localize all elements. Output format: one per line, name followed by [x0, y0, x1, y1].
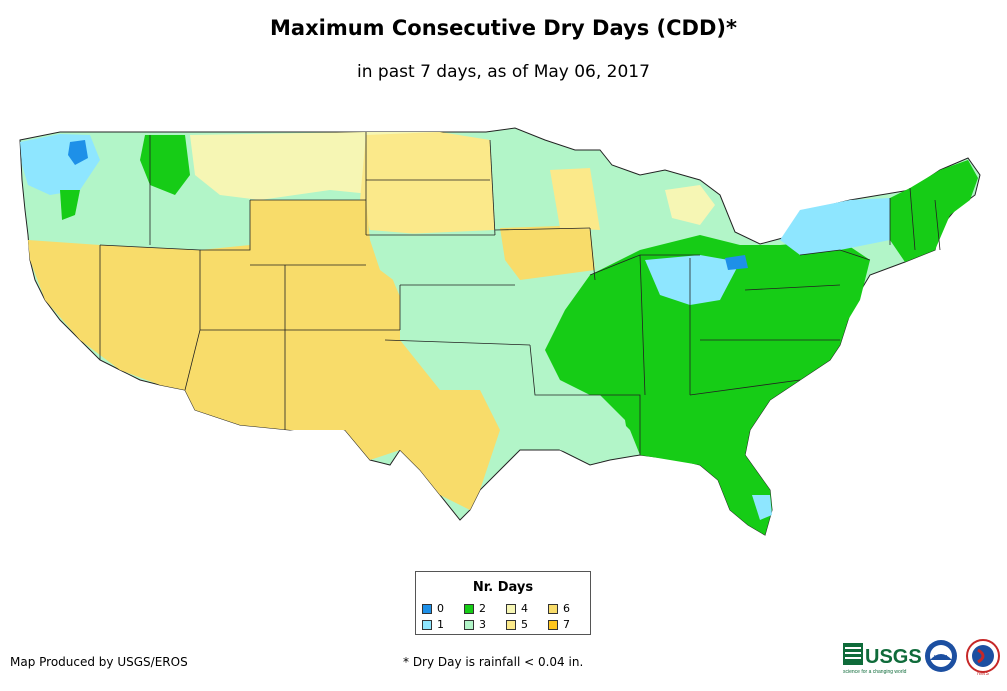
footnote-text: * Dry Day is rainfall < 0.04 in. — [403, 655, 584, 669]
legend-label: 7 — [563, 618, 570, 631]
legend-swatch — [422, 619, 432, 630]
noaa-logo: NOAA — [925, 640, 957, 672]
legend-swatch — [506, 603, 516, 614]
legend-label: 3 — [479, 618, 486, 631]
legend-item-5: 5 — [506, 618, 528, 631]
legend-swatch — [506, 619, 516, 630]
legend-swatch — [422, 603, 432, 614]
region-idaho-2day — [60, 190, 80, 220]
agency-logos: USGS science for a changing world NOAA N… — [843, 639, 1000, 677]
us-map — [19, 127, 981, 536]
region-southeast-2day — [545, 235, 870, 535]
nws-logo-text: NWS — [977, 671, 989, 677]
legend-swatch — [548, 619, 558, 630]
map-title: Maximum Consecutive Dry Days (CDD)* — [270, 16, 737, 40]
legend-swatch — [548, 603, 558, 614]
region-florida-1day — [752, 495, 772, 520]
legend-label: 5 — [521, 618, 528, 631]
map-subtitle: in past 7 days, as of May 06, 2017 — [357, 62, 650, 82]
noaa-logo-text: NOAA — [934, 655, 949, 661]
legend-label: 4 — [521, 602, 528, 615]
legend-box: Nr. Days 0 1 2 3 4 5 6 7 — [415, 571, 591, 635]
region-nrockies-2day — [140, 135, 190, 195]
legend-label: 2 — [479, 602, 486, 615]
legend-item-0: 0 — [422, 602, 444, 615]
legend-item-3: 3 — [464, 618, 486, 631]
region-plains-3day — [380, 230, 540, 395]
legend-item-4: 4 — [506, 602, 528, 615]
legend-label: 6 — [563, 602, 570, 615]
region-michigan-4day — [665, 185, 715, 225]
region-ohio-0day — [725, 255, 748, 270]
legend-swatch — [464, 603, 474, 614]
region-dakotas-5day — [360, 132, 495, 235]
usgs-tagline: science for a changing world — [843, 669, 907, 675]
usgs-logo: USGS science for a changing world — [843, 643, 922, 675]
region-west-6day — [28, 200, 500, 510]
legend-title: Nr. Days — [472, 580, 534, 595]
legend-item-6: 6 — [548, 602, 570, 615]
usgs-logo-text: USGS — [865, 646, 922, 668]
state-boundaries — [99, 132, 941, 455]
region-wisconsin-5day — [550, 168, 600, 230]
credit-text: Map Produced by USGS/EROS — [10, 655, 188, 669]
legend-item-2: 2 — [464, 602, 486, 615]
nws-logo: NWS — [966, 639, 1000, 677]
region-ny-1day — [780, 198, 890, 255]
region-newengland-2day — [890, 160, 978, 262]
region-ohio-1day — [645, 255, 740, 305]
legend-item-7: 7 — [548, 618, 570, 631]
legend-item-1: 1 — [422, 618, 444, 631]
legend-swatch — [464, 619, 474, 630]
region-pnw-0day — [68, 140, 88, 165]
region-iowa-6day — [500, 225, 595, 280]
legend-label: 0 — [437, 602, 444, 615]
region-lowermiss-3day — [535, 395, 630, 462]
legend-label: 1 — [437, 618, 444, 631]
